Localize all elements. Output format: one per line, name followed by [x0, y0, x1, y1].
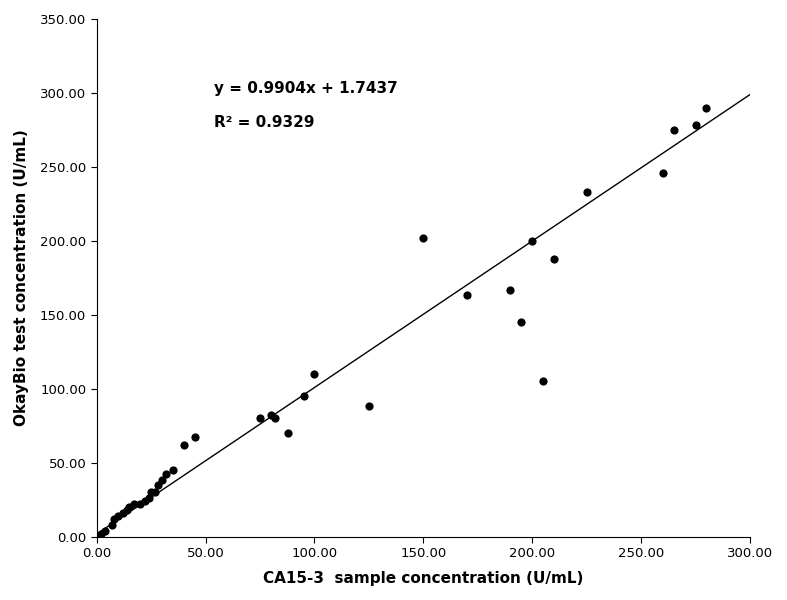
Point	[282, 428, 294, 438]
Point	[108, 514, 120, 524]
Point	[167, 465, 179, 475]
Point	[269, 413, 282, 423]
Point	[689, 121, 702, 130]
Point	[94, 529, 107, 538]
Point	[121, 505, 134, 515]
X-axis label: CA15-3  sample concentration (U/mL): CA15-3 sample concentration (U/mL)	[263, 571, 583, 586]
Text: y = 0.9904x + 1.7437: y = 0.9904x + 1.7437	[214, 81, 398, 96]
Point	[156, 476, 168, 485]
Point	[504, 285, 517, 295]
Point	[178, 440, 190, 449]
Point	[297, 391, 310, 401]
Point	[537, 376, 549, 386]
Point	[151, 480, 164, 490]
Point	[188, 433, 201, 442]
Point	[139, 496, 151, 506]
Point	[700, 103, 713, 112]
Point	[99, 526, 112, 535]
Point	[515, 317, 527, 327]
Point	[656, 168, 669, 178]
Point	[145, 487, 157, 497]
Point	[363, 401, 375, 411]
Point	[253, 413, 266, 423]
Y-axis label: OkayBio test concentration (U/mL): OkayBio test concentration (U/mL)	[14, 130, 29, 426]
Text: R² = 0.9329: R² = 0.9329	[214, 115, 315, 130]
Point	[460, 290, 473, 300]
Point	[134, 499, 146, 509]
Point	[160, 470, 172, 479]
Point	[127, 499, 140, 509]
Point	[123, 502, 135, 512]
Point	[113, 511, 125, 521]
Point	[526, 236, 538, 245]
Point	[116, 508, 129, 518]
Point	[150, 487, 162, 497]
Point	[264, 410, 277, 420]
Point	[309, 369, 321, 379]
Point	[548, 254, 560, 263]
Point	[580, 187, 593, 197]
Point	[142, 493, 155, 503]
Point	[667, 125, 680, 134]
Point	[105, 520, 118, 530]
Point	[417, 233, 430, 242]
